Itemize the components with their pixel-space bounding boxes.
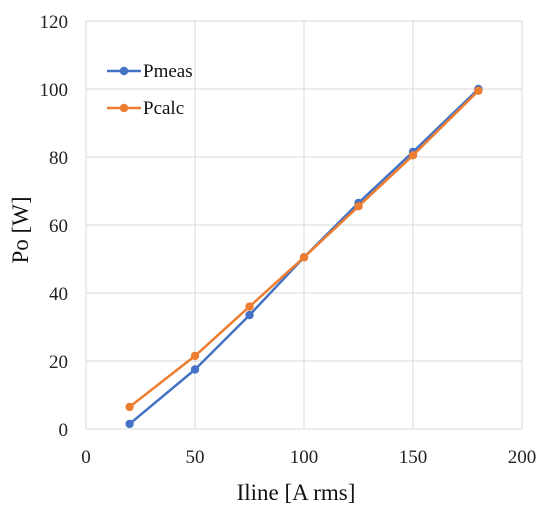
y-tick-label: 20 [49, 352, 68, 373]
data-point-pmeas [245, 310, 254, 320]
x-tick-label: 50 [186, 447, 205, 468]
y-tick-labels: 0 20 40 60 80 100 120 [40, 12, 69, 441]
data-point-pcalc [474, 86, 483, 95]
legend-item-pmeas: Pmeas [107, 61, 193, 82]
x-axis-title: Iline [A rms] [237, 480, 356, 505]
legend-item-pcalc: Pcalc [107, 98, 184, 119]
y-axis-title: Po [W] [8, 196, 33, 263]
legend: Pmeas Pcalc [107, 61, 193, 119]
grid [85, 20, 523, 430]
series [125, 84, 483, 429]
x-tick-labels: 0 50 100 150 200 [81, 447, 536, 468]
data-point-pmeas [125, 419, 134, 429]
x-tick-label: 200 [508, 447, 537, 468]
data-point-pcalc [125, 402, 134, 412]
data-point-pcalc [245, 302, 254, 311]
legend-label: Pcalc [143, 98, 184, 119]
legend-swatch-marker [119, 103, 129, 113]
y-tick-label: 40 [49, 284, 68, 305]
data-point-pmeas [190, 365, 200, 374]
data-point-pcalc [354, 202, 363, 211]
y-tick-label: 80 [49, 148, 68, 169]
y-tick-label: 60 [49, 216, 68, 237]
legend-label: Pmeas [143, 61, 193, 82]
series-pcalc [125, 86, 483, 412]
x-tick-label: 100 [290, 447, 319, 468]
x-tick-label: 150 [399, 447, 428, 468]
data-point-pcalc [299, 253, 309, 262]
y-tick-label: 120 [40, 12, 69, 33]
y-tick-label: 100 [40, 80, 69, 101]
y-tick-label: 0 [59, 420, 69, 441]
data-point-pcalc [408, 151, 418, 160]
x-tick-label: 0 [81, 447, 91, 468]
legend-swatch-marker [119, 66, 129, 76]
data-point-pcalc [190, 351, 200, 361]
